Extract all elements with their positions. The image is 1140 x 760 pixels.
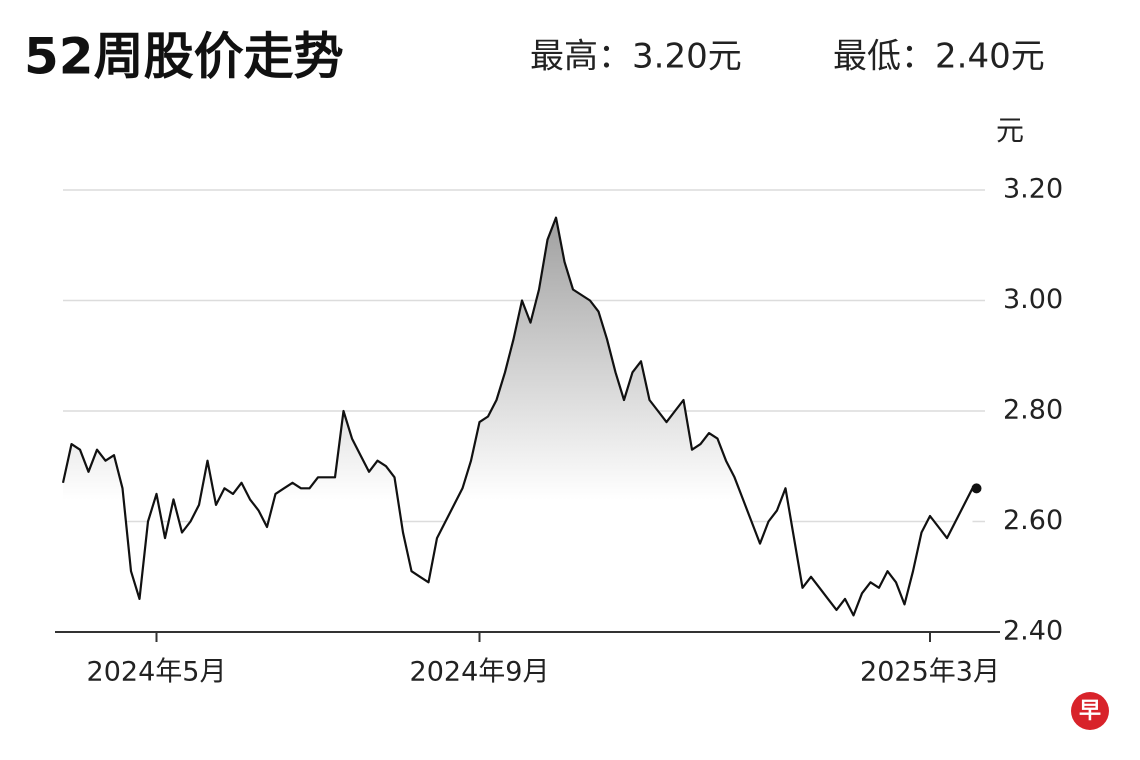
x-tick-label: 2024年9月 xyxy=(410,657,550,688)
y-tick-label: 3.20 xyxy=(1003,174,1063,205)
chart-title: 52周股价走势 xyxy=(24,28,344,86)
logo-badge xyxy=(1071,692,1109,730)
x-tick-label: 2025年3月 xyxy=(860,657,1000,688)
annotation: 最低：2.40元 xyxy=(833,37,1045,77)
y-tick-label: 2.80 xyxy=(1003,395,1063,426)
area xyxy=(63,217,973,632)
y-axis-label: 元 xyxy=(996,114,1024,147)
y-tick-label: 2.40 xyxy=(1003,616,1063,647)
y-tick-label: 3.00 xyxy=(1003,284,1063,315)
x-tick-label: 2024年5月 xyxy=(87,657,227,688)
logo-text: 早 xyxy=(1079,699,1101,724)
annotation: 最高：3.20元 xyxy=(530,37,742,77)
end-marker xyxy=(971,483,982,494)
line xyxy=(61,216,974,617)
y-tick-label: 2.60 xyxy=(1003,505,1063,536)
logo: 早 xyxy=(1071,692,1109,730)
